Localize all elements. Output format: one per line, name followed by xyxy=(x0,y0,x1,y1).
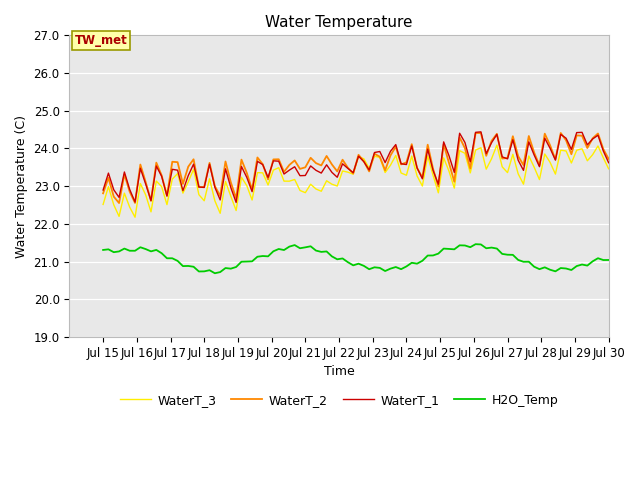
Line: WaterT_3: WaterT_3 xyxy=(103,145,609,217)
H2O_Temp xyxy=(605,257,612,263)
X-axis label: Time: Time xyxy=(324,365,355,378)
WaterT_1 xyxy=(232,200,240,205)
WaterT_2 xyxy=(99,191,107,196)
H2O_Temp xyxy=(248,258,256,264)
WaterT_1 xyxy=(323,162,330,168)
Text: TW_met: TW_met xyxy=(74,34,127,47)
H2O_Temp xyxy=(168,255,176,261)
WaterT_3 xyxy=(323,178,330,184)
WaterT_3 xyxy=(99,202,107,207)
WaterT_2 xyxy=(248,187,256,192)
Title: Water Temperature: Water Temperature xyxy=(265,15,413,30)
H2O_Temp xyxy=(472,241,479,247)
H2O_Temp xyxy=(360,263,368,269)
WaterT_2 xyxy=(174,159,182,165)
WaterT_2 xyxy=(376,154,383,159)
Y-axis label: Water Temperature (C): Water Temperature (C) xyxy=(15,115,28,258)
H2O_Temp xyxy=(573,263,580,269)
Legend: WaterT_3, WaterT_2, WaterT_1, H2O_Temp: WaterT_3, WaterT_2, WaterT_1, H2O_Temp xyxy=(115,389,563,412)
Line: WaterT_1: WaterT_1 xyxy=(103,132,609,203)
H2O_Temp xyxy=(376,265,383,271)
WaterT_3 xyxy=(605,166,612,172)
H2O_Temp xyxy=(99,247,107,253)
WaterT_1 xyxy=(573,130,580,135)
WaterT_1 xyxy=(376,149,383,155)
WaterT_3 xyxy=(573,147,580,153)
WaterT_2 xyxy=(573,132,580,138)
WaterT_2 xyxy=(360,158,368,164)
WaterT_1 xyxy=(605,160,612,166)
H2O_Temp xyxy=(211,270,219,276)
WaterT_2 xyxy=(323,153,330,159)
WaterT_3 xyxy=(376,155,383,160)
H2O_Temp xyxy=(323,249,330,254)
WaterT_1 xyxy=(168,167,176,172)
WaterT_3 xyxy=(493,142,500,148)
WaterT_1 xyxy=(248,189,256,194)
WaterT_3 xyxy=(360,156,368,162)
Line: H2O_Temp: H2O_Temp xyxy=(103,244,609,273)
WaterT_1 xyxy=(99,187,107,193)
WaterT_2 xyxy=(557,130,564,136)
WaterT_1 xyxy=(477,129,484,135)
WaterT_2 xyxy=(605,156,612,162)
WaterT_1 xyxy=(360,159,368,165)
Line: WaterT_2: WaterT_2 xyxy=(103,133,609,203)
WaterT_3 xyxy=(248,197,256,203)
WaterT_3 xyxy=(131,215,139,220)
WaterT_2 xyxy=(115,200,123,206)
WaterT_3 xyxy=(174,171,182,177)
